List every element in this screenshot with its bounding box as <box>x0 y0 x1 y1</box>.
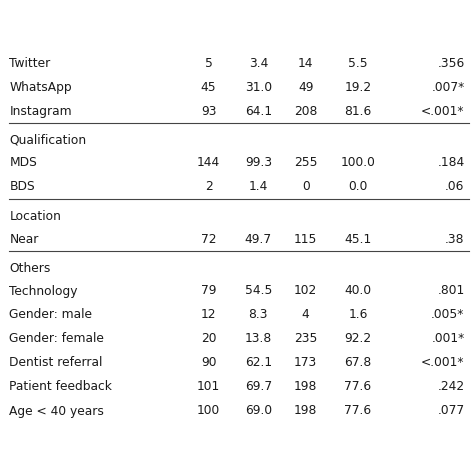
Text: 235: 235 <box>294 332 318 346</box>
Text: 49: 49 <box>298 81 313 93</box>
Text: 12: 12 <box>201 309 216 321</box>
Text: 198: 198 <box>294 404 318 418</box>
Text: Technology: Technology <box>9 284 78 298</box>
Text: Qualification: Qualification <box>9 134 87 146</box>
Text: MDS: MDS <box>9 156 37 170</box>
Text: 81.6: 81.6 <box>344 104 372 118</box>
Text: <.001*: <.001* <box>421 356 465 370</box>
Text: 8.3: 8.3 <box>248 309 268 321</box>
Text: BDS: BDS <box>9 181 35 193</box>
Text: 144: 144 <box>197 156 220 170</box>
Text: 5.5: 5.5 <box>348 56 368 70</box>
Text: Twitter: Twitter <box>9 56 51 70</box>
Text: 90: 90 <box>201 356 216 370</box>
Text: 67.8: 67.8 <box>344 356 372 370</box>
Text: .184: .184 <box>438 156 465 170</box>
Text: 69.7: 69.7 <box>245 381 272 393</box>
Text: 5: 5 <box>205 56 212 70</box>
Text: WhatsApp: WhatsApp <box>9 81 72 93</box>
Text: .077: .077 <box>438 404 465 418</box>
Text: 0: 0 <box>302 181 310 193</box>
Text: Location: Location <box>9 210 61 222</box>
Text: .06: .06 <box>445 181 465 193</box>
Text: .005*: .005* <box>431 309 465 321</box>
Text: .801: .801 <box>438 284 465 298</box>
Text: .001*: .001* <box>431 332 465 346</box>
Text: 79: 79 <box>201 284 216 298</box>
Text: Gender: female: Gender: female <box>9 332 104 346</box>
Text: 102: 102 <box>294 284 318 298</box>
Text: 69.0: 69.0 <box>245 404 272 418</box>
Text: 45: 45 <box>201 81 216 93</box>
Text: 0.0: 0.0 <box>348 181 367 193</box>
Text: 101: 101 <box>197 381 220 393</box>
Text: 77.6: 77.6 <box>344 381 372 393</box>
Text: Near: Near <box>9 233 39 246</box>
Text: 19.2: 19.2 <box>344 81 372 93</box>
Text: 92.2: 92.2 <box>344 332 372 346</box>
Text: 3.4: 3.4 <box>249 56 268 70</box>
Text: 14: 14 <box>298 56 313 70</box>
Text: 40.0: 40.0 <box>344 284 372 298</box>
Text: 20: 20 <box>201 332 216 346</box>
Text: 4: 4 <box>302 309 310 321</box>
Text: Age < 40 years: Age < 40 years <box>9 404 104 418</box>
Text: 1.6: 1.6 <box>348 309 367 321</box>
Text: 31.0: 31.0 <box>245 81 272 93</box>
Text: 100.0: 100.0 <box>340 156 375 170</box>
Text: 77.6: 77.6 <box>344 404 372 418</box>
Text: Gender: male: Gender: male <box>9 309 92 321</box>
Text: 54.5: 54.5 <box>245 284 272 298</box>
Text: 208: 208 <box>294 104 318 118</box>
Text: 49.7: 49.7 <box>245 233 272 246</box>
Text: 2: 2 <box>205 181 212 193</box>
Text: .38: .38 <box>445 233 465 246</box>
Text: Instagram: Instagram <box>9 104 72 118</box>
Text: Patient feedback: Patient feedback <box>9 381 112 393</box>
Text: 255: 255 <box>294 156 318 170</box>
Text: Dentist referral: Dentist referral <box>9 356 103 370</box>
Text: 64.1: 64.1 <box>245 104 272 118</box>
Text: .242: .242 <box>438 381 465 393</box>
Text: 100: 100 <box>197 404 220 418</box>
Text: .007*: .007* <box>431 81 465 93</box>
Text: .356: .356 <box>438 56 465 70</box>
Text: 13.8: 13.8 <box>245 332 272 346</box>
Text: 173: 173 <box>294 356 318 370</box>
Text: 198: 198 <box>294 381 318 393</box>
Text: 1.4: 1.4 <box>249 181 268 193</box>
Text: 45.1: 45.1 <box>344 233 372 246</box>
Text: Others: Others <box>9 262 51 274</box>
Text: 99.3: 99.3 <box>245 156 272 170</box>
Text: 72: 72 <box>201 233 216 246</box>
Text: 62.1: 62.1 <box>245 356 272 370</box>
Text: 93: 93 <box>201 104 216 118</box>
Text: <.001*: <.001* <box>421 104 465 118</box>
Text: 115: 115 <box>294 233 318 246</box>
